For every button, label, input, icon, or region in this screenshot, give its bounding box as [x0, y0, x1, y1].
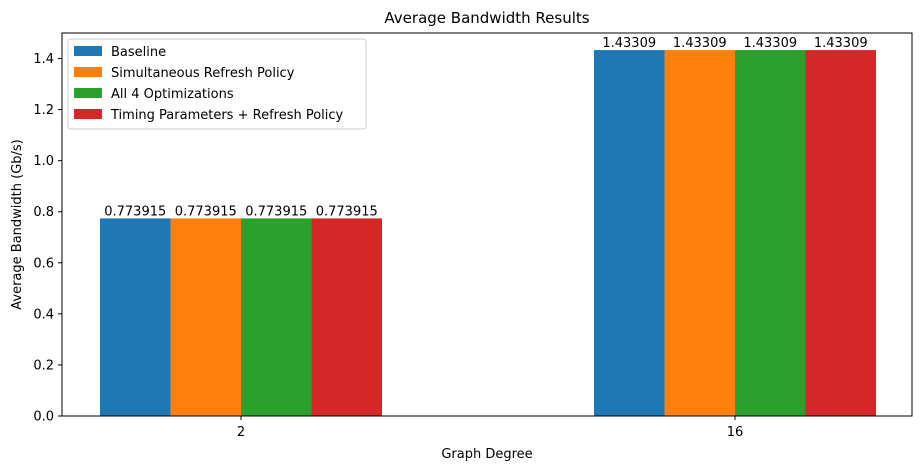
bar-value-label: 1.43309	[602, 36, 656, 51]
legend-entry: All 4 Optimizations	[111, 87, 234, 102]
bar-value-label: 0.773915	[316, 204, 378, 219]
bar-labels-layer: 0.773915 1.43309 0.773915 1.43309 0.773915 1.…	[104, 36, 867, 219]
bar-value-label: 1.43309	[814, 36, 868, 51]
x-axis: 2 16	[237, 416, 743, 440]
x-tick-label: 16	[727, 425, 744, 440]
y-tick-label: 0.4	[33, 307, 54, 322]
y-axis-title: Average Bandwidth (Gb/s)	[10, 139, 25, 309]
legend: Baseline Simultaneous Refresh Policy All 4…	[67, 38, 367, 130]
bar-value-label: 1.43309	[673, 36, 727, 51]
legend-box	[67, 38, 367, 130]
bar-3-16	[735, 50, 806, 417]
y-tick-label: 0.0	[33, 410, 54, 425]
plot-frame	[61, 32, 913, 417]
legend-swatch	[74, 88, 102, 98]
bar-3-2	[241, 218, 312, 416]
legend-swatch	[74, 109, 102, 119]
legend-entry: Simultaneous Refresh Policy	[111, 66, 295, 81]
legend-entry: Baseline	[111, 45, 166, 60]
legend-swatch	[74, 67, 102, 77]
bar-value-label: 0.773915	[245, 204, 307, 219]
y-tick-label: 0.2	[33, 358, 54, 373]
bars-layer	[100, 50, 876, 417]
legend-entry: Timing Parameters + Refresh Policy	[110, 108, 344, 123]
y-tick-label: 1.0	[33, 154, 54, 169]
bar-4-2	[311, 218, 382, 416]
y-tick-label: 1.4	[33, 52, 54, 67]
bar-1-2	[100, 218, 171, 416]
bar-4-16	[805, 50, 876, 417]
x-tick-label: 2	[237, 425, 245, 440]
bar-2-16	[664, 50, 735, 417]
chart-title: Average Bandwidth Results	[384, 9, 589, 27]
y-tick-label: 0.6	[33, 256, 54, 271]
y-tick-label: 1.2	[33, 103, 54, 118]
y-tick-label: 0.8	[33, 205, 54, 220]
bar-value-label: 0.773915	[104, 204, 166, 219]
bar-value-label: 0.773915	[175, 204, 237, 219]
legend-swatch	[74, 46, 102, 56]
y-axis: 0.0 0.2 0.4 0.6 0.8 1.0 1.2 1.4	[33, 52, 62, 425]
bar-1-16	[594, 50, 665, 417]
bar-2-2	[170, 218, 241, 416]
bar-value-label: 1.43309	[743, 36, 797, 51]
x-axis-title: Graph Degree	[441, 447, 532, 462]
